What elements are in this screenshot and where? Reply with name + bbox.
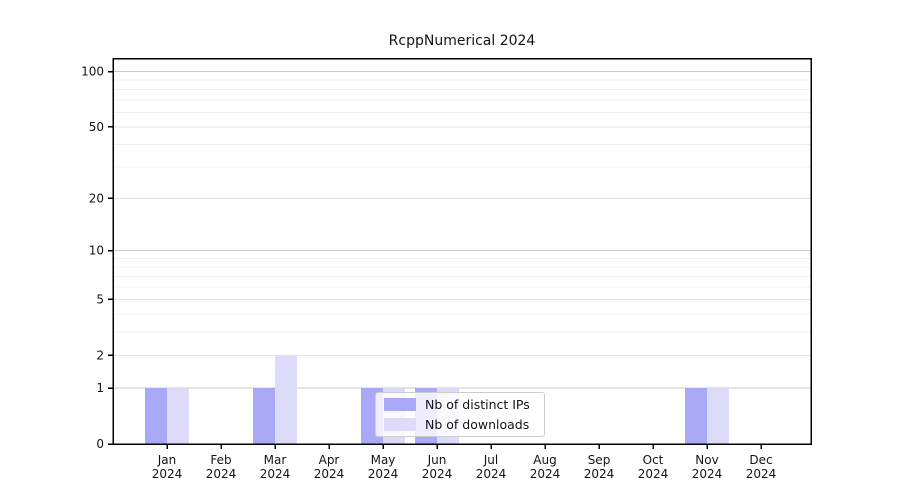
legend-row-distinct-ips: Nb of distinct IPs — [384, 397, 544, 412]
x-tick-label-year: 2024 — [206, 467, 237, 481]
x-tick-label-month: Aug — [533, 453, 556, 467]
x-tick-label-year: 2024 — [314, 467, 345, 481]
y-tick-label: 5 — [96, 292, 104, 306]
y-tick-label: 100 — [81, 65, 104, 79]
x-tick-label-month: Jul — [483, 453, 498, 467]
y-tick-label: 1 — [96, 381, 104, 395]
x-tick-label-year: 2024 — [422, 467, 453, 481]
chart-title: RcppNumerical 2024 — [388, 33, 536, 49]
y-tick-label: 20 — [89, 191, 104, 205]
y-tick-label: 50 — [89, 120, 104, 134]
x-tick-label-month: Feb — [210, 453, 231, 467]
x-tick-label-year: 2024 — [584, 467, 615, 481]
legend-swatch-downloads — [384, 417, 416, 431]
y-tick-label: 2 — [96, 348, 104, 362]
legend-swatch-distinct-ips — [384, 398, 416, 412]
x-tick-label-month: Oct — [643, 453, 664, 467]
bar-downloads-nov — [707, 388, 729, 444]
x-tick-label-year: 2024 — [692, 467, 723, 481]
x-tick-label-year: 2024 — [368, 467, 399, 481]
x-tick-label-month: Sep — [588, 453, 611, 467]
bar-downloads-jan — [167, 388, 189, 444]
bar-distinct-ips-jan — [145, 388, 167, 444]
x-tick-label-month: Jun — [427, 453, 447, 467]
legend: Nb of distinct IPs Nb of downloads — [375, 392, 545, 437]
legend-label-downloads: Nb of downloads — [425, 416, 530, 432]
x-tick-label-year: 2024 — [476, 467, 507, 481]
legend-label-distinct-ips: Nb of distinct IPs — [425, 397, 530, 413]
x-tick-label-month: Mar — [264, 453, 287, 467]
y-tick-label: 10 — [89, 244, 104, 258]
x-tick-label-year: 2024 — [260, 467, 291, 481]
x-tick-label-month: Apr — [319, 453, 340, 467]
y-tick-label: 0 — [96, 437, 104, 451]
x-tick-label-month: Jan — [157, 453, 177, 467]
x-tick-label-year: 2024 — [530, 467, 561, 481]
x-tick-label-year: 2024 — [746, 467, 777, 481]
bar-downloads-mar — [275, 355, 297, 444]
x-tick-label-month: Nov — [695, 453, 718, 467]
x-tick-label-month: Dec — [749, 453, 772, 467]
legend-row-downloads: Nb of downloads — [384, 417, 544, 432]
x-tick-label-year: 2024 — [152, 467, 183, 481]
x-tick-label-month: May — [371, 453, 396, 467]
x-tick-label-year: 2024 — [638, 467, 669, 481]
bar-distinct-ips-nov — [685, 388, 707, 444]
plot-border — [112, 57, 812, 445]
bar-distinct-ips-mar — [253, 388, 275, 444]
